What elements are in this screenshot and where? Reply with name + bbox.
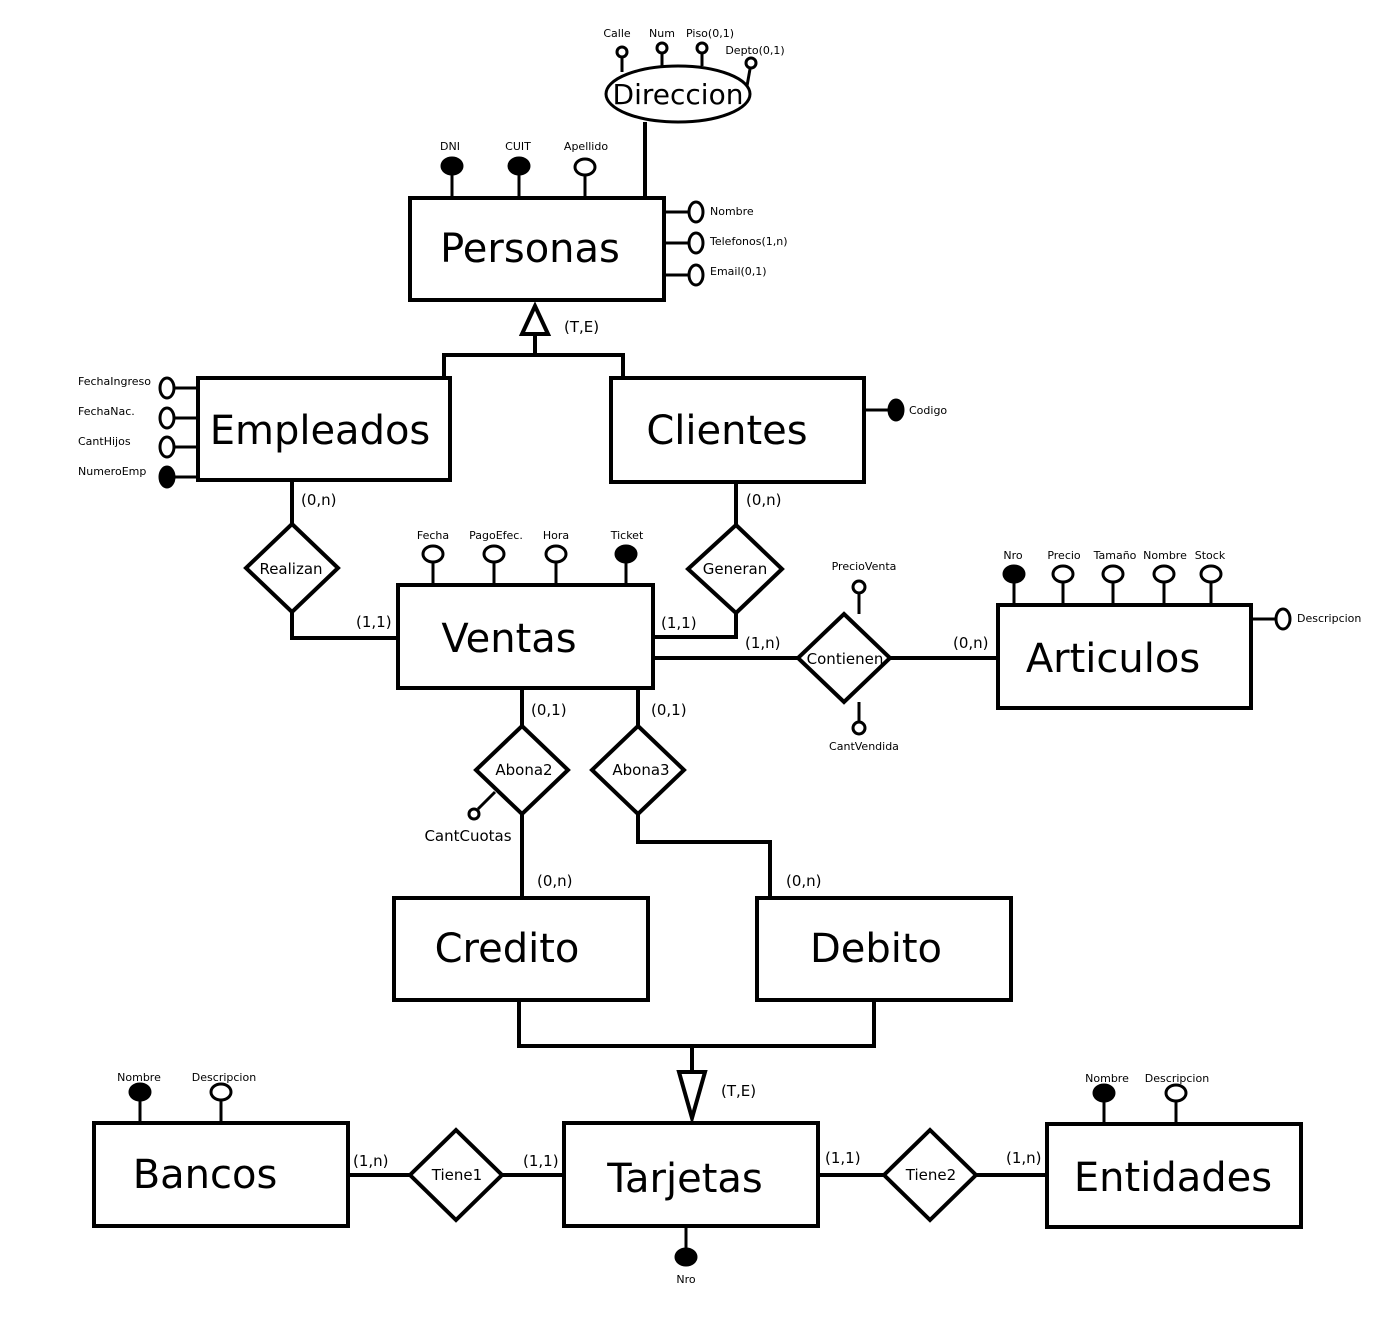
clientes-title: Clientes xyxy=(646,408,807,454)
attr-banco-descripcion: Descripcion xyxy=(192,1071,256,1084)
generan-label: Generan xyxy=(703,560,767,578)
attr-cant-vendida: CantVendida xyxy=(829,740,899,753)
debito-title: Debito xyxy=(810,926,942,972)
attr-articulo-nro: Nro xyxy=(1003,549,1023,562)
card-empleados-realizan: (0,n) xyxy=(301,491,337,509)
attr-precio-venta: PrecioVenta xyxy=(832,560,897,573)
card-bancos-tiene1: (1,n) xyxy=(353,1152,389,1170)
entity-personas: Personas DNI CUIT Apellido Nombre Telefo… xyxy=(408,140,788,302)
direccion-ellipse xyxy=(604,64,752,124)
card-ventas-abona3: (0,1) xyxy=(651,701,687,719)
card-entidades-tiene2: (1,n) xyxy=(1006,1149,1042,1167)
card-tarjetas-tiene1: (1,1) xyxy=(523,1152,559,1170)
card-credito-abona2: (0,n) xyxy=(537,872,573,890)
entity-tarjetas: Tarjetas Nro xyxy=(562,1121,820,1286)
relationship-tiene1: Tiene1 xyxy=(407,1127,505,1223)
card-articulos-contienen: (0,n) xyxy=(953,634,989,652)
direccion-label: Direccion xyxy=(613,78,744,111)
relationship-realizan: Realizan xyxy=(243,521,341,615)
attr-num: Num xyxy=(649,27,675,40)
attr-ticket: Ticket xyxy=(610,529,644,542)
attr-cuit: CUIT xyxy=(505,140,531,153)
attr-fecha-nac: FechaNac. xyxy=(78,405,135,418)
attr-piso: Piso(0,1) xyxy=(686,27,734,40)
bancos-title: Bancos xyxy=(133,1152,278,1198)
articulos-title: Articulos xyxy=(1026,636,1200,682)
connector-lines xyxy=(290,122,1047,1177)
direccion-composite: Direccion Calle Num Piso(0,1) Depto(0,1) xyxy=(603,27,785,124)
abona2-label: Abona2 xyxy=(495,761,552,779)
tarjetas-title: Tarjetas xyxy=(606,1156,763,1202)
attr-pago-efec: PagoEfec. xyxy=(469,529,523,542)
tarjetas-generalization-triangle xyxy=(676,1070,708,1126)
attr-calle: Calle xyxy=(603,27,631,40)
attr-precio: Precio xyxy=(1047,549,1081,562)
empleados-title: Empleados xyxy=(210,408,431,454)
personas-generalization-triangle xyxy=(518,301,552,336)
attr-fecha-ingreso: FechaIngreso xyxy=(78,375,151,388)
entity-credito: Credito xyxy=(392,896,650,1002)
personas-title: Personas xyxy=(440,226,620,272)
attr-codigo: Codigo xyxy=(909,404,947,417)
attr-fecha: Fecha xyxy=(417,529,449,542)
entidades-title: Entidades xyxy=(1074,1155,1272,1201)
attr-telefonos: Telefonos(1,n) xyxy=(709,235,788,248)
attr-cant-cuotas: CantCuotas xyxy=(424,827,511,845)
attr-cant-hijos: CantHijos xyxy=(78,435,131,448)
attr-stock: Stock xyxy=(1195,549,1226,562)
entity-empleados: Empleados FechaIngreso FechaNac. CantHij… xyxy=(78,375,452,489)
relationship-generan: Generan xyxy=(685,522,785,616)
entity-bancos: Bancos Nombre Descripcion xyxy=(92,1071,350,1228)
card-ventas-generan: (1,1) xyxy=(661,614,697,632)
attr-banco-nombre: Nombre xyxy=(117,1071,161,1084)
attr-entidad-descripcion: Descripcion xyxy=(1145,1072,1209,1085)
card-clientes-generan: (0,n) xyxy=(746,491,782,509)
card-tarjetas-tiene2: (1,1) xyxy=(825,1149,861,1167)
relationship-tiene2: Tiene2 xyxy=(881,1127,979,1223)
card-debito-abona3: (0,n) xyxy=(786,872,822,890)
relationship-abona2: Abona2 CantCuotas xyxy=(424,723,571,845)
entity-clientes: Clientes Codigo xyxy=(609,376,947,484)
attr-entidad-nombre: Nombre xyxy=(1085,1072,1129,1085)
attr-apellido: Apellido xyxy=(564,140,608,153)
card-ventas-abona2: (0,1) xyxy=(531,701,567,719)
attr-tarjeta-nro: Nro xyxy=(676,1273,696,1286)
card-ventas-realizan: (1,1) xyxy=(356,613,392,631)
tarjetas-hierarchy-label: (T,E) xyxy=(721,1082,756,1100)
tiene2-label: Tiene2 xyxy=(905,1166,956,1184)
card-ventas-contienen: (1,n) xyxy=(745,634,781,652)
entity-articulos: Articulos Nro Precio Tamaño Nombre Stock… xyxy=(996,549,1361,710)
relationship-abona3: Abona3 xyxy=(589,723,687,817)
entity-entidades: Entidades Nombre Descripcion xyxy=(1045,1072,1303,1229)
credito-title: Credito xyxy=(435,926,580,972)
ventas-title: Ventas xyxy=(441,616,576,662)
tiene1-label: Tiene1 xyxy=(431,1166,482,1184)
entity-debito: Debito xyxy=(755,896,1013,1002)
attr-numero-emp: NumeroEmp xyxy=(78,465,146,478)
realizan-label: Realizan xyxy=(259,560,322,578)
attr-articulo-descripcion: Descripcion xyxy=(1297,612,1361,625)
abona3-label: Abona3 xyxy=(612,761,669,779)
attr-depto: Depto(0,1) xyxy=(725,44,784,57)
cardinality-labels: (0,n) (1,1) (0,n) (1,1) (1,n) (0,n) (0,1… xyxy=(301,491,1042,1170)
personas-hierarchy-label: (T,E) xyxy=(564,318,599,336)
relationship-contienen: Contienen PrecioVenta CantVendida xyxy=(795,560,899,753)
contienen-label: Contienen xyxy=(807,650,884,668)
attr-tamano: Tamaño xyxy=(1093,549,1137,562)
entity-ventas: Ventas Fecha PagoEfec. Hora Ticket xyxy=(396,529,655,690)
attr-articulo-nombre: Nombre xyxy=(1143,549,1187,562)
attr-email: Email(0,1) xyxy=(710,265,767,278)
attr-dni: DNI xyxy=(440,140,460,153)
attr-nombre: Nombre xyxy=(710,205,754,218)
attr-hora: Hora xyxy=(543,529,569,542)
